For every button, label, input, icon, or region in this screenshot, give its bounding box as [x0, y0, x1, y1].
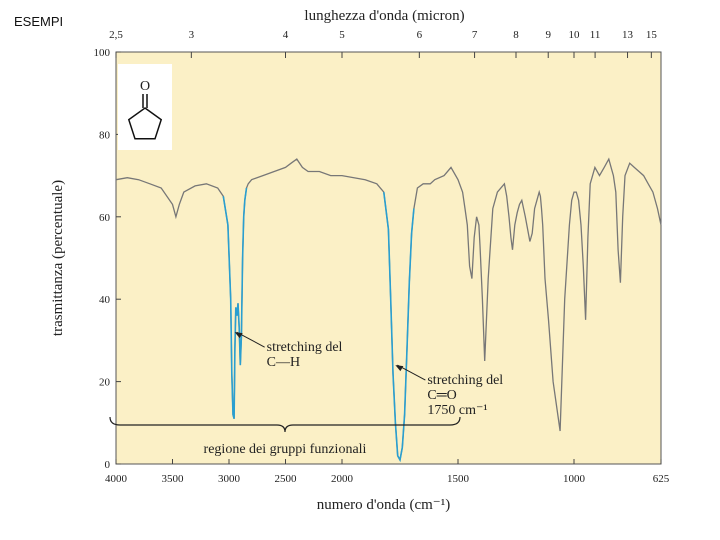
plot-area: [115, 51, 662, 465]
annotation-arrowhead: [234, 332, 243, 339]
functional-group-bracket: regione dei gruppi funzionali: [109, 416, 461, 457]
x-axis: 4000 3500 3000 2500 2000 1500 1000 625: [105, 459, 670, 485]
y-tick-label: 40: [99, 294, 111, 306]
x-tick-label: 4000: [105, 473, 128, 485]
x-tick-label: 2500: [275, 473, 298, 485]
x2-tick-label: 15: [646, 29, 658, 41]
x2-tick-label: 9: [545, 29, 551, 41]
annotation-arrowhead: [395, 365, 404, 372]
bracket-shape: [109, 416, 461, 433]
cyclopentanone-structure: O: [118, 64, 172, 150]
ring: [127, 107, 163, 140]
x2-tick-label: 7: [472, 29, 478, 41]
y-axis-title: trasmittanza (percentuale): [50, 180, 66, 336]
x-tick-label: 3000: [218, 473, 241, 485]
annotation-label: 1750 cm⁻¹: [427, 403, 487, 418]
x2-tick-label: 10: [569, 29, 581, 41]
bracket-label: regione dei gruppi funzionali: [204, 442, 367, 457]
x-tick-label: 1000: [563, 473, 586, 485]
x2-tick-label: 2,5: [109, 29, 123, 41]
x-tick-label: 625: [653, 473, 670, 485]
annotation-label: C—H: [267, 355, 300, 370]
slide-label: ESEMPI: [14, 14, 64, 29]
oxygen-label: O: [140, 79, 150, 94]
highlighted-band: [383, 192, 415, 463]
x2-tick-label: 4: [283, 29, 289, 41]
y-tick-label: 100: [94, 47, 111, 59]
x-tick-label: 3500: [162, 473, 185, 485]
y-tick-label: 20: [99, 377, 111, 389]
annotation-label: C═O: [427, 388, 456, 403]
x-tick-label: 1500: [447, 473, 470, 485]
x-tick-label: 2000: [331, 473, 354, 485]
y-tick-label: 0: [105, 459, 111, 471]
annotation-label: stretching del: [427, 373, 503, 388]
x2-tick-label: 6: [417, 29, 423, 41]
spectrum-series: [115, 157, 662, 463]
x2-axis-title: lunghezza d'onda (micron): [304, 8, 464, 24]
y-tick-label: 80: [99, 129, 111, 141]
annotation-label: stretching del: [267, 340, 343, 355]
y-tick-label: 60: [99, 212, 111, 224]
x2-tick-label: 13: [622, 29, 634, 41]
x2-tick-label: 3: [189, 29, 195, 41]
x2-tick-label: 11: [590, 29, 601, 41]
x-axis-title: numero d'onda (cm⁻¹): [317, 497, 450, 513]
inset-box: [118, 64, 172, 150]
highlighted-band: [222, 187, 248, 419]
x2-axis: 2,5 3 4 5 6 7 8 9 10 11 13 15: [109, 29, 657, 58]
y-axis: 0 20 40 60 80 100: [94, 47, 121, 471]
x2-tick-label: 8: [513, 29, 519, 41]
x2-tick-label: 5: [339, 29, 345, 41]
